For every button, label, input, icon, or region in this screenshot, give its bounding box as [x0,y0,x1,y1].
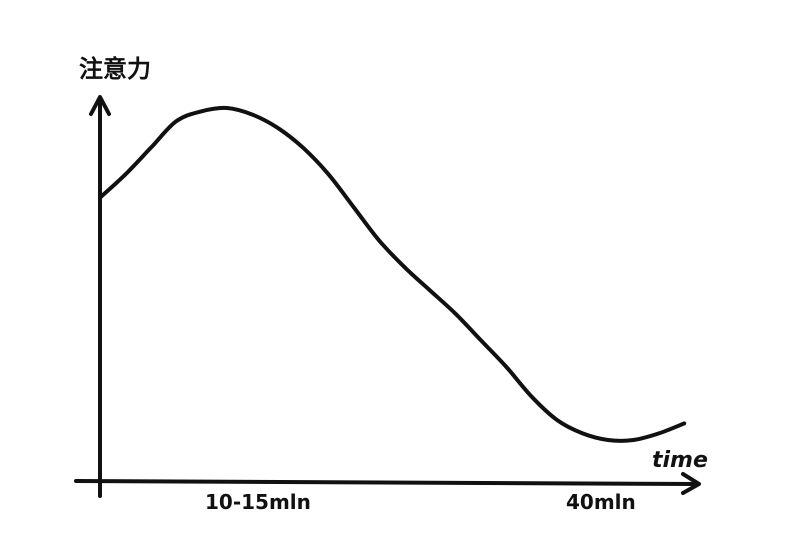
attention-line [98,105,687,443]
y-axis-arrow-icon [89,95,111,116]
y-axis [89,95,111,498]
y-axis-label: 注意力 [79,55,151,83]
x-axis-label: time [652,448,708,473]
x-axis [74,472,701,495]
x-tick-label-10-15min: 10-15mln [205,490,311,514]
x-axis-arrow-icon [681,472,701,495]
x-tick-label-40min: 40mln [566,490,636,514]
